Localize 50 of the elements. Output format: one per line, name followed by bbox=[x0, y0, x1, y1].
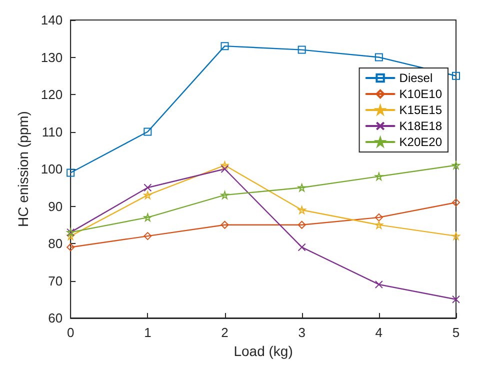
point bbox=[144, 128, 152, 136]
point bbox=[298, 206, 306, 214]
y-axis-title: HC enission (ppm) bbox=[15, 111, 31, 227]
legend-label: K18E18 bbox=[399, 119, 442, 133]
point bbox=[144, 184, 152, 192]
point bbox=[144, 232, 152, 240]
point bbox=[220, 165, 229, 173]
x-tick-label: 4 bbox=[375, 325, 383, 340]
x-tick-label: 5 bbox=[452, 325, 460, 340]
point bbox=[66, 232, 75, 240]
y-tick-label: 130 bbox=[40, 50, 63, 65]
legend-label: Diesel bbox=[399, 71, 433, 85]
y-tick-label: 110 bbox=[42, 124, 63, 140]
y-tick-label: 80 bbox=[48, 236, 63, 251]
y-tick-label: 140 bbox=[40, 12, 63, 28]
y-tick-label: 100 bbox=[40, 162, 63, 176]
y-tick-label: 70 bbox=[48, 273, 63, 288]
y-tick-label: 60 bbox=[48, 310, 63, 326]
y-tick-label: 90 bbox=[48, 198, 63, 214]
point bbox=[220, 161, 229, 170]
legend-label: K15E15 bbox=[399, 103, 442, 117]
legend-label: K20E20 bbox=[399, 135, 442, 149]
point bbox=[298, 220, 306, 229]
point bbox=[66, 168, 75, 177]
point bbox=[374, 172, 383, 180]
point bbox=[374, 213, 383, 222]
point bbox=[144, 191, 152, 200]
point bbox=[144, 213, 152, 222]
x-tick-label: 0 bbox=[66, 325, 74, 340]
point bbox=[220, 42, 229, 50]
y-tick-label: 120 bbox=[40, 87, 63, 102]
point bbox=[66, 243, 75, 252]
x-tick-label: 1 bbox=[144, 325, 152, 340]
point bbox=[452, 72, 460, 80]
point bbox=[452, 198, 460, 207]
x-tick-label: 3 bbox=[298, 325, 306, 340]
point bbox=[298, 184, 306, 192]
point bbox=[374, 280, 383, 288]
point bbox=[220, 191, 229, 200]
point bbox=[220, 220, 229, 229]
x-axis-title: Load (kg) bbox=[234, 343, 293, 359]
point bbox=[374, 220, 383, 229]
point bbox=[298, 46, 306, 54]
legend-label: K10E10 bbox=[399, 87, 442, 101]
point bbox=[452, 161, 460, 170]
point bbox=[298, 243, 306, 252]
x-tick-label: 2 bbox=[221, 325, 228, 340]
point bbox=[374, 53, 383, 62]
point bbox=[452, 295, 460, 304]
point bbox=[452, 232, 460, 240]
